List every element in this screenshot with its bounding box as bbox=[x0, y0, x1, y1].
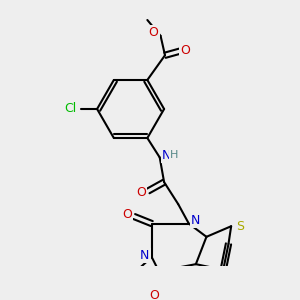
Text: S: S bbox=[236, 220, 244, 233]
Text: N: N bbox=[162, 149, 171, 162]
Text: O: O bbox=[149, 290, 159, 300]
Text: O: O bbox=[148, 26, 158, 39]
Text: O: O bbox=[180, 44, 190, 57]
Text: N: N bbox=[140, 249, 149, 262]
Text: H: H bbox=[169, 150, 178, 160]
Text: Cl: Cl bbox=[64, 103, 77, 116]
Text: N: N bbox=[191, 214, 201, 226]
Text: O: O bbox=[136, 186, 146, 199]
Text: O: O bbox=[122, 208, 132, 221]
